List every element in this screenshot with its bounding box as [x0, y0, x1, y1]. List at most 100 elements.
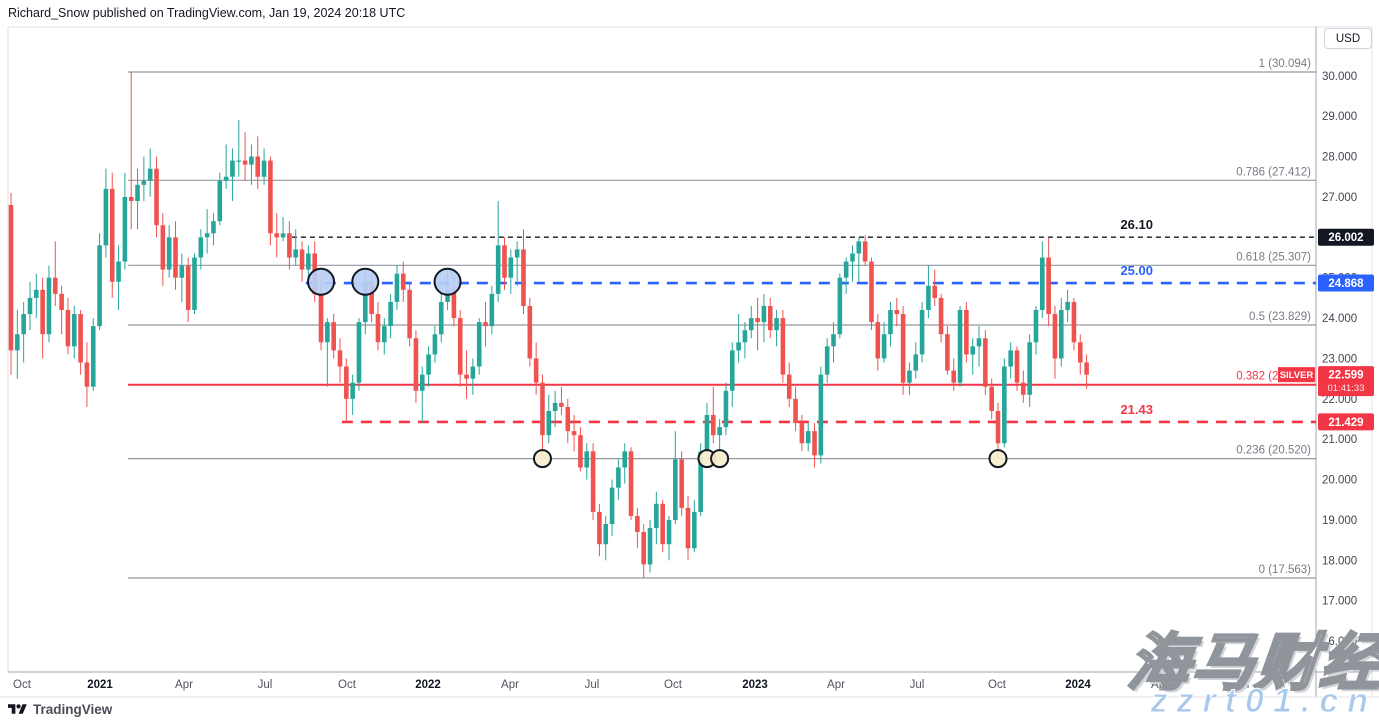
candle-body [793, 398, 798, 424]
candle-body [780, 318, 786, 375]
candle-body [641, 532, 646, 565]
candle-body [603, 524, 609, 545]
candle-body [673, 459, 678, 520]
candle-body [331, 322, 336, 351]
candle-body [154, 168, 159, 226]
time-tick-label: Jul [1235, 679, 1250, 691]
candle-body [204, 233, 210, 238]
candle-body [1071, 301, 1077, 343]
time-tick-label: Jul [910, 679, 925, 691]
candle-body [983, 338, 988, 387]
candle-body [654, 503, 659, 529]
candle-body [445, 289, 450, 302]
dashed-level-label: 25.00 [1120, 263, 1153, 278]
candle-body [926, 285, 931, 310]
candle-body [255, 156, 261, 177]
symbol-tag-badge [1278, 367, 1315, 383]
candle-body [426, 354, 431, 375]
candle-body [268, 160, 273, 234]
resistance-test-circles [351, 267, 380, 296]
candle-body [128, 196, 134, 201]
candle-body [413, 338, 419, 391]
candle-body [995, 410, 1001, 444]
candle-body [559, 402, 564, 407]
candle-body [565, 406, 571, 432]
candle-body [1008, 350, 1013, 367]
price-tick-label: 21.000 [1322, 434, 1357, 446]
candle-body [261, 160, 267, 177]
candle-body [514, 249, 520, 258]
candle-body [141, 180, 147, 185]
candle-body [685, 507, 691, 549]
currency-toggle-button[interactable]: USD [1324, 28, 1372, 49]
candle-body [938, 297, 944, 335]
symbol-tag-text: SILVER [1280, 370, 1314, 381]
fib-level-label: 0 (17.563) [1259, 564, 1312, 576]
candle-body [306, 253, 311, 270]
price-badge-value: 22.599 [1328, 370, 1363, 382]
candle-body [932, 285, 938, 298]
candle-body [1014, 350, 1020, 383]
candle-body [369, 281, 374, 315]
candle-body [59, 293, 64, 310]
candle-body [211, 221, 216, 234]
candle-body [616, 467, 621, 488]
candle-body [578, 435, 583, 468]
candle-body [476, 322, 482, 367]
candle-body [919, 309, 925, 355]
price-level-badge [1318, 274, 1374, 292]
candle-body [287, 233, 292, 258]
candle-body [571, 431, 577, 436]
candle-body [46, 277, 52, 335]
price-tick-label: 29.000 [1322, 111, 1357, 123]
candle-body [824, 346, 830, 375]
candle-body [704, 414, 710, 452]
support-test-circles [532, 449, 552, 469]
publish-byline: Richard_Snow published on TradingView.co… [8, 6, 406, 20]
candle-body [318, 293, 324, 343]
candle-body [147, 168, 153, 181]
candle-body [160, 225, 166, 270]
tradingview-logo-icon [8, 704, 27, 714]
candle-body [540, 382, 545, 436]
candle-body [666, 519, 672, 545]
price-tick-label: 30.000 [1322, 71, 1357, 83]
candle-body [717, 427, 722, 436]
candle-body [249, 156, 254, 165]
candle-body [299, 249, 305, 270]
candle-body [84, 362, 90, 387]
candle-body [875, 322, 881, 359]
price-tick-label: 19.000 [1322, 515, 1357, 527]
time-tick-label: 2021 [87, 679, 113, 691]
candle-body [394, 273, 400, 302]
candle-body [432, 334, 438, 355]
candle-body [1084, 362, 1089, 375]
candle-body [622, 451, 628, 468]
candle-body [185, 265, 191, 310]
resistance-test-circles [433, 267, 462, 296]
time-tick-label: Jul [585, 679, 600, 691]
candle-body [280, 233, 286, 238]
price-badge-value: 24.868 [1328, 278, 1364, 290]
candle-body [116, 261, 121, 282]
candle-body [337, 350, 343, 367]
candle-body [223, 176, 229, 181]
candle-body [850, 253, 855, 262]
candle-body [1033, 309, 1039, 343]
candle-body [1077, 342, 1083, 363]
candle-body [1002, 366, 1007, 444]
candle-body [97, 245, 102, 327]
price-tick-label: 16.000 [1322, 636, 1357, 648]
candle-body [597, 511, 602, 545]
candle-body [217, 180, 223, 222]
candle-body [755, 318, 760, 323]
candle-body [457, 318, 463, 375]
candle-body [65, 309, 71, 347]
resistance-test-circles [307, 267, 336, 296]
candle-body [812, 431, 817, 456]
candle-body [135, 184, 140, 201]
footer-brand-link[interactable]: TradingView [8, 702, 112, 717]
time-tick-label: Oct [664, 679, 683, 691]
candle-body [363, 281, 368, 323]
